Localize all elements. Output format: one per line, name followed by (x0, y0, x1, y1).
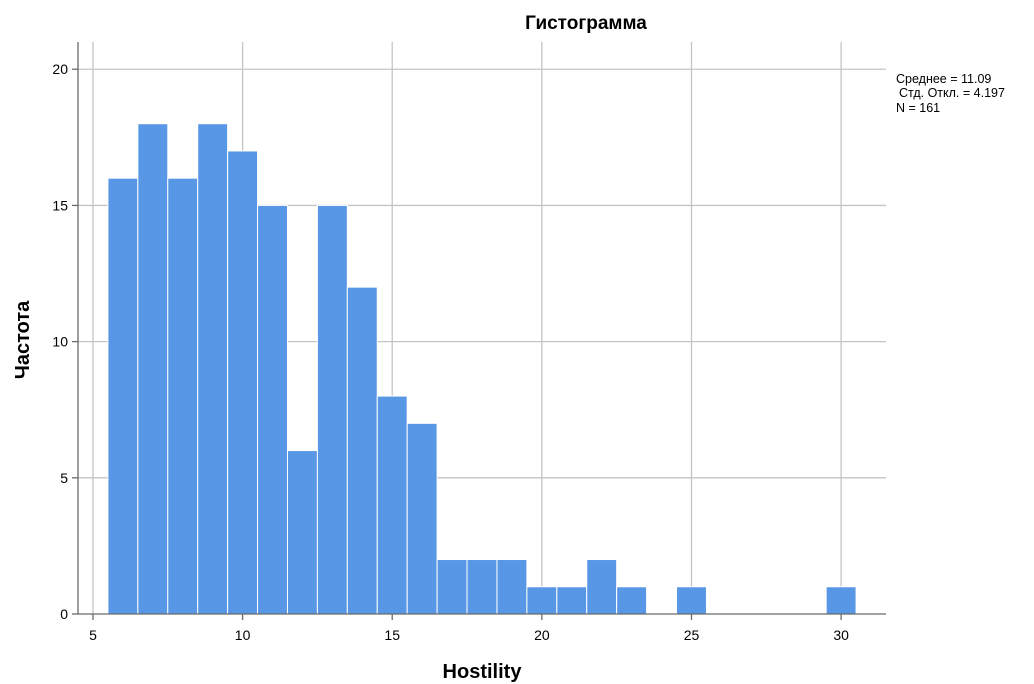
histogram-bar-13 (316, 204, 348, 615)
y-tick-label-15: 15 (52, 197, 68, 213)
tick-labels: 5 10 15 20 25 30 0 5 10 15 20 (52, 61, 849, 643)
y-axis-label: Частота (12, 300, 34, 379)
stats-mean: Среднее = 11.09 (896, 72, 991, 86)
histogram-bar-7 (137, 123, 169, 615)
histogram-bars (107, 123, 857, 615)
histogram-bar-19 (496, 559, 528, 615)
histogram-bar-20 (526, 586, 558, 615)
axes (72, 42, 886, 620)
histogram-bar-12 (286, 450, 318, 615)
histogram-bar-9 (197, 123, 229, 615)
chart-title: Гистограмма (525, 13, 647, 34)
stats-std: Стд. Откл. = 4.197 (899, 86, 1005, 100)
x-tick-label-10: 10 (235, 627, 251, 643)
y-tick-label-10: 10 (52, 334, 68, 350)
histogram-bar-8 (167, 177, 199, 615)
histogram-bar-30 (825, 586, 857, 615)
histogram-bar-21 (556, 586, 588, 615)
histogram-bar-16 (406, 422, 438, 615)
histogram-bar-6 (107, 177, 139, 615)
histogram-bar-15 (376, 395, 408, 615)
y-tick-label-5: 5 (60, 470, 68, 486)
y-tick-label-20: 20 (52, 61, 68, 77)
y-tick-label-0: 0 (60, 606, 68, 622)
stats-n: N = 161 (896, 101, 940, 115)
x-axis-label: Hostility (443, 661, 523, 683)
histogram-bar-10 (227, 150, 259, 615)
histogram-bar-25 (676, 586, 707, 615)
histogram-bar-17 (436, 559, 468, 615)
histogram-bar-11 (257, 204, 288, 615)
x-tick-label-25: 25 (684, 627, 700, 643)
stats-box: Среднее = 11.09 Стд. Откл. = 4.197 N = 1… (896, 72, 1005, 115)
histogram-bar-23 (616, 586, 648, 615)
x-tick-label-20: 20 (534, 627, 550, 643)
x-tick-label-15: 15 (384, 627, 400, 643)
x-tick-label-30: 30 (833, 627, 849, 643)
x-tick-label-5: 5 (89, 627, 97, 643)
histogram-bar-22 (586, 559, 618, 615)
histogram-bar-14 (346, 286, 378, 615)
histogram-bar-18 (466, 559, 498, 615)
